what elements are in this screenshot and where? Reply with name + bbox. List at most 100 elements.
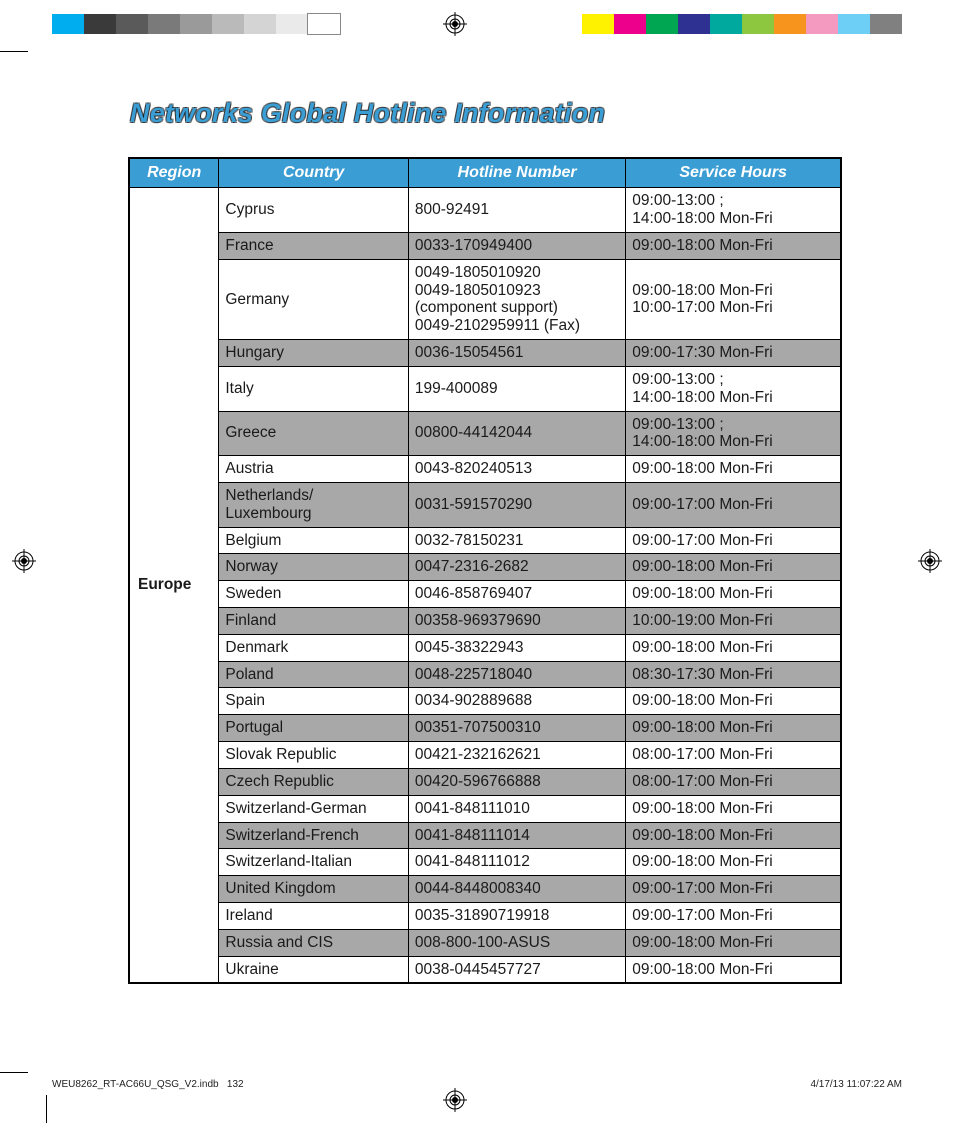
table-row: Italy199-40008909:00-13:00 ; 14:00-18:00…: [129, 366, 841, 411]
hotline-cell: 0036-15054561: [408, 340, 625, 367]
table-header-row: Region Country Hotline Number Service Ho…: [129, 158, 841, 188]
hours-cell: 08:00-17:00 Mon-Fri: [626, 768, 841, 795]
table-row: Portugal00351-70750031009:00-18:00 Mon-F…: [129, 715, 841, 742]
hotline-cell: 00420-596766888: [408, 768, 625, 795]
country-cell: Cyprus: [219, 188, 409, 233]
col-country: Country: [219, 158, 409, 188]
calibration-swatch: [774, 14, 806, 34]
table-row: Norway0047-2316-268209:00-18:00 Mon-Fri: [129, 554, 841, 581]
calibration-swatch: [614, 14, 646, 34]
page-title: Networks Global Hotline Information: [128, 98, 828, 129]
hours-cell: 09:00-18:00 Mon-Fri: [626, 929, 841, 956]
hours-cell: 09:00-18:00 Mon-Fri: [626, 554, 841, 581]
table-row: United Kingdom0044-844800834009:00-17:00…: [129, 876, 841, 903]
table-row: Czech Republic00420-59676688808:00-17:00…: [129, 768, 841, 795]
hours-cell: 09:00-18:00 Mon-Fri: [626, 581, 841, 608]
hotline-cell: 0043-820240513: [408, 456, 625, 483]
region-cell: Europe: [129, 188, 219, 984]
country-cell: Netherlands/ Luxembourg: [219, 482, 409, 527]
col-region: Region: [129, 158, 219, 188]
hours-cell: 09:00-17:00 Mon-Fri: [626, 527, 841, 554]
registration-mark-icon: [918, 549, 942, 573]
calibration-swatch: [148, 14, 180, 34]
hotline-cell: 00358-969379690: [408, 608, 625, 635]
hotline-cell: 0034-902889688: [408, 688, 625, 715]
hotline-cell: 199-400089: [408, 366, 625, 411]
table-row: Spain0034-90288968809:00-18:00 Mon-Fri: [129, 688, 841, 715]
hours-cell: 09:00-13:00 ; 14:00-18:00 Mon-Fri: [626, 411, 841, 456]
crop-mark: [0, 1072, 28, 1073]
hotline-cell: 0044-8448008340: [408, 876, 625, 903]
country-cell: Ukraine: [219, 956, 409, 983]
country-cell: Germany: [219, 259, 409, 339]
hours-cell: 08:00-17:00 Mon-Fri: [626, 742, 841, 769]
calibration-swatch: [678, 14, 710, 34]
hours-cell: 09:00-18:00 Mon-Fri 10:00-17:00 Mon-Fri: [626, 259, 841, 339]
table-row: Denmark0045-3832294309:00-18:00 Mon-Fri: [129, 634, 841, 661]
hotline-cell: 0041-848111014: [408, 822, 625, 849]
hotline-cell: 0046-858769407: [408, 581, 625, 608]
hotline-cell: 0041-848111012: [408, 849, 625, 876]
country-cell: Finland: [219, 608, 409, 635]
print-footer: WEU8262_RT-AC66U_QSG_V2.indb 132 4/17/13…: [52, 1079, 902, 1093]
table-row: Ukraine0038-044545772709:00-18:00 Mon-Fr…: [129, 956, 841, 983]
table-row: Netherlands/ Luxembourg0031-59157029009:…: [129, 482, 841, 527]
hotline-cell: 0031-591570290: [408, 482, 625, 527]
calibration-swatch: [180, 14, 212, 34]
country-cell: Poland: [219, 661, 409, 688]
footer-filename: WEU8262_RT-AC66U_QSG_V2.indb 132: [52, 1079, 244, 1090]
table-row: Ireland0035-3189071991809:00-17:00 Mon-F…: [129, 902, 841, 929]
country-cell: Switzerland-Italian: [219, 849, 409, 876]
calibration-swatch: [52, 14, 84, 34]
hotline-cell: 0033-170949400: [408, 233, 625, 260]
country-cell: France: [219, 233, 409, 260]
hotline-cell: 0041-848111010: [408, 795, 625, 822]
hotline-cell: 0032-78150231: [408, 527, 625, 554]
calibration-swatch: [244, 14, 276, 34]
calibration-swatch: [646, 14, 678, 34]
registration-mark-icon: [443, 12, 467, 36]
hotline-cell: 0038-0445457727: [408, 956, 625, 983]
hotline-cell: 008-800-100-ASUS: [408, 929, 625, 956]
country-cell: Russia and CIS: [219, 929, 409, 956]
calibration-swatch: [212, 14, 244, 34]
country-cell: United Kingdom: [219, 876, 409, 903]
country-cell: Slovak Republic: [219, 742, 409, 769]
hours-cell: 09:00-18:00 Mon-Fri: [626, 956, 841, 983]
country-cell: Switzerland-German: [219, 795, 409, 822]
table-row: France0033-17094940009:00-18:00 Mon-Fri: [129, 233, 841, 260]
country-cell: Hungary: [219, 340, 409, 367]
color-calibration-bar: [52, 14, 902, 34]
hotline-cell: 0035-31890719918: [408, 902, 625, 929]
hotline-cell: 0047-2316-2682: [408, 554, 625, 581]
table-row: Switzerland-Italian0041-84811101209:00-1…: [129, 849, 841, 876]
hotline-cell: 800-92491: [408, 188, 625, 233]
country-cell: Greece: [219, 411, 409, 456]
table-row: Finland00358-96937969010:00-19:00 Mon-Fr…: [129, 608, 841, 635]
registration-mark-icon: [12, 549, 36, 573]
hours-cell: 09:00-18:00 Mon-Fri: [626, 233, 841, 260]
table-row: Switzerland-French0041-84811101409:00-18…: [129, 822, 841, 849]
table-row: Poland0048-22571804008:30-17:30 Mon-Fri: [129, 661, 841, 688]
table-row: Russia and CIS008-800-100-ASUS09:00-18:0…: [129, 929, 841, 956]
table-row: Greece00800-4414204409:00-13:00 ; 14:00-…: [129, 411, 841, 456]
hotline-cell: 00800-44142044: [408, 411, 625, 456]
table-row: Hungary0036-1505456109:00-17:30 Mon-Fri: [129, 340, 841, 367]
hotline-cell: 00421-232162621: [408, 742, 625, 769]
calibration-swatch: [710, 14, 742, 34]
calibration-swatch: [308, 14, 340, 34]
calibration-swatch: [870, 14, 902, 34]
table-row: Slovak Republic00421-23216262108:00-17:0…: [129, 742, 841, 769]
crop-mark: [46, 1095, 47, 1123]
hours-cell: 09:00-18:00 Mon-Fri: [626, 456, 841, 483]
hotline-cell: 0045-38322943: [408, 634, 625, 661]
country-cell: Denmark: [219, 634, 409, 661]
hours-cell: 09:00-17:00 Mon-Fri: [626, 876, 841, 903]
hours-cell: 09:00-13:00 ; 14:00-18:00 Mon-Fri: [626, 188, 841, 233]
country-cell: Spain: [219, 688, 409, 715]
hotline-cell: 0048-225718040: [408, 661, 625, 688]
col-hours: Service Hours: [626, 158, 841, 188]
footer-timestamp: 4/17/13 11:07:22 AM: [810, 1079, 902, 1090]
calibration-swatch: [582, 14, 614, 34]
table-row: Austria0043-82024051309:00-18:00 Mon-Fri: [129, 456, 841, 483]
